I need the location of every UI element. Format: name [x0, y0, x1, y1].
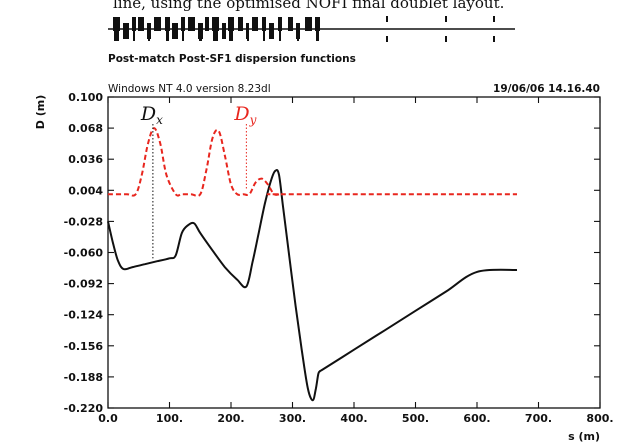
lattice-magnet	[229, 29, 233, 41]
lattice-magnet	[212, 17, 219, 31]
lattice-magnet	[123, 23, 129, 39]
x-tick-label: 200.	[217, 412, 244, 425]
lattice-magnet	[205, 17, 209, 31]
annotation-layer: Dx Dy	[140, 103, 257, 259]
y-tick-label: 0.100	[68, 91, 103, 104]
x-tick-label: 700.	[525, 412, 552, 425]
lattice-magnet	[278, 17, 282, 31]
lattice-magnets	[113, 17, 320, 41]
caption-fragment: line, using the optimised NOFI final dou…	[113, 0, 504, 12]
lattice-magnet	[154, 17, 161, 31]
y-axis-title: D (m)	[34, 95, 47, 129]
lattice-magnet	[165, 17, 170, 31]
series-layer	[107, 127, 518, 402]
x-tick-label: 500.	[402, 412, 429, 425]
lattice-magnet	[132, 17, 136, 31]
y-axis: 0.100 0.068 0.036 0.004 -0.028 -0.060 -0.092 -0…	[64, 91, 600, 415]
annotation-label-x: Dx	[140, 103, 163, 127]
lattice-magnet	[181, 17, 185, 31]
lattice-magnet	[247, 29, 249, 41]
y-tick-label: 0.036	[68, 153, 103, 166]
x-tick-label: 600.	[463, 412, 490, 425]
y-tick-label: -0.060	[64, 247, 104, 260]
x-tick-label: 300.	[279, 412, 306, 425]
y-tick-label: 0.068	[68, 122, 103, 135]
y-tick-label: -0.156	[64, 340, 104, 353]
y-tick-label: -0.220	[64, 402, 104, 415]
lattice-magnet	[262, 17, 266, 31]
header-version: Windows NT 4.0 version 8.23dl	[108, 83, 271, 95]
lattice-magnet	[316, 29, 319, 41]
lattice-magnet	[269, 23, 274, 39]
lattice-magnet	[222, 23, 226, 39]
lattice-magnet	[138, 17, 144, 31]
lattice-magnet	[114, 29, 119, 41]
y-tick-label: 0.004	[68, 184, 103, 197]
y-tick-label: -0.028	[64, 215, 103, 228]
lattice-magnet	[166, 29, 169, 41]
lattice-strip	[108, 16, 515, 42]
x-tick-label: 100.	[156, 412, 183, 425]
lattice-magnet	[263, 29, 265, 41]
x-axis-title: s (m)	[568, 430, 600, 443]
lattice-magnet	[148, 29, 150, 41]
lattice-magnet	[213, 29, 218, 41]
lattice-magnet	[172, 23, 178, 39]
lattice-label: Post-match Post-SF1 dispersion functions	[108, 53, 356, 65]
lattice-magnet	[305, 17, 312, 31]
lattice-magnet	[113, 17, 120, 31]
y-tick-label: -0.092	[64, 278, 103, 291]
lattice-magnet	[182, 29, 184, 41]
header-timestamp: 19/06/06 14.16.40	[493, 83, 600, 95]
lattice-magnet	[315, 17, 320, 31]
plot-frame	[107, 96, 601, 409]
lattice-magnet	[252, 17, 258, 31]
lattice-magnet	[279, 29, 281, 41]
lattice-magnet	[133, 29, 135, 41]
lattice-magnet	[297, 29, 299, 41]
lattice-magnet	[228, 17, 234, 31]
lattice-magnet	[199, 29, 202, 41]
lattice-magnet	[188, 17, 195, 31]
series-line-dy	[108, 127, 517, 197]
series-line-dx	[107, 169, 518, 402]
annotation-label-y: Dy	[233, 103, 256, 127]
x-tick-label: 0.0	[98, 412, 118, 425]
lattice-magnet	[238, 17, 243, 31]
y-tick-label: -0.188	[64, 371, 103, 384]
x-tick-label: 400.	[340, 412, 367, 425]
lattice-magnet	[288, 17, 293, 31]
x-axis: 0.0 100. 200. 300. 400. 500. 600. 700. 800.	[98, 97, 614, 425]
y-tick-label: -0.124	[64, 309, 104, 322]
x-tick-label: 800.	[586, 412, 613, 425]
